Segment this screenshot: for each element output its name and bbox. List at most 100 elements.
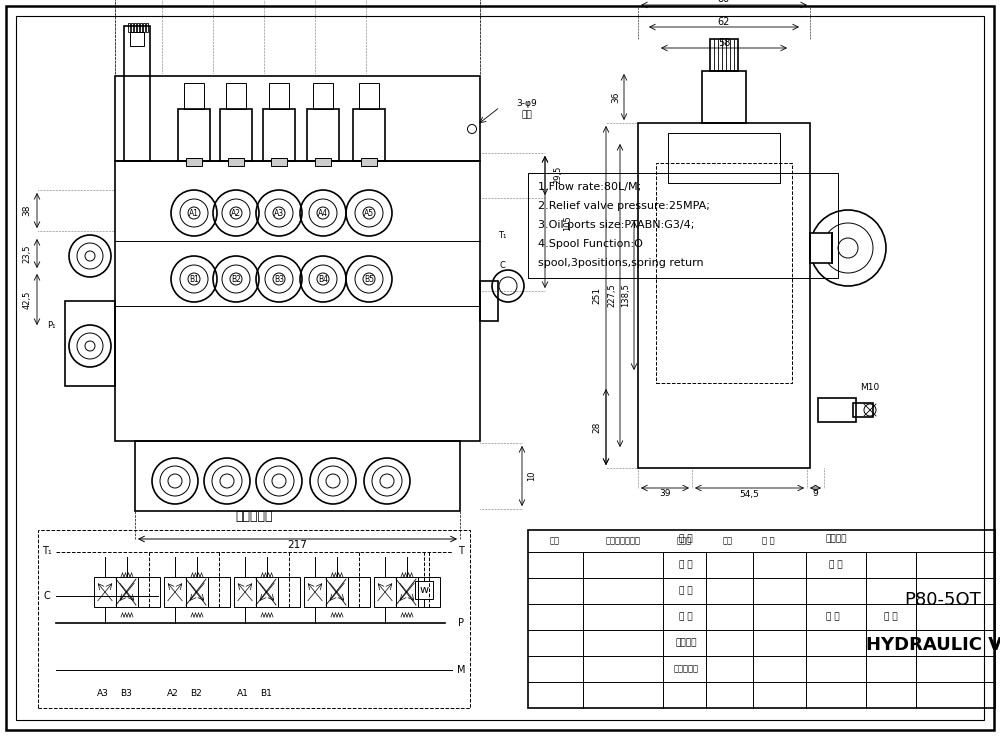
Text: T₁: T₁ [42, 546, 52, 556]
Text: B4: B4 [318, 275, 328, 283]
Bar [208, 577, 230, 607]
Bar [131, 23, 133, 32]
Bar [143, 23, 145, 32]
Bar [140, 23, 142, 32]
Text: M10: M10 [860, 383, 880, 392]
Text: P80-5OT: P80-5OT [905, 591, 981, 609]
Bar [702, 71, 746, 123]
Bar [853, 403, 873, 417]
Text: 描 图: 描 图 [679, 587, 693, 595]
Text: 标记: 标记 [550, 537, 560, 545]
Bar [186, 158, 202, 166]
Bar [115, 76, 480, 161]
Bar [313, 83, 333, 109]
Text: 58: 58 [718, 38, 730, 48]
Bar [528, 173, 838, 278]
Text: B3: B3 [274, 275, 284, 283]
Text: A3: A3 [274, 208, 284, 218]
Bar [256, 577, 278, 607]
Bar [810, 233, 832, 263]
Bar [130, 32, 144, 46]
Text: 重 量: 重 量 [829, 561, 843, 570]
Text: A1: A1 [189, 208, 199, 218]
Text: 138,5: 138,5 [622, 283, 631, 308]
Bar [38, 530, 470, 708]
Text: 第 张: 第 张 [884, 612, 898, 621]
Bar [178, 109, 210, 161]
Bar [348, 577, 370, 607]
Text: 校 对: 校 对 [679, 612, 693, 621]
Text: A2: A2 [231, 208, 241, 218]
Bar [146, 23, 148, 32]
Text: 更改人: 更改人 [676, 537, 692, 545]
Text: 80: 80 [718, 0, 730, 4]
Bar [638, 123, 810, 468]
Bar [135, 441, 460, 511]
Bar [263, 109, 295, 161]
Bar [116, 577, 138, 607]
Text: 9: 9 [812, 489, 818, 498]
Text: 日期: 日期 [723, 537, 733, 545]
Text: B5: B5 [364, 275, 374, 283]
Bar [228, 158, 244, 166]
Bar [710, 39, 738, 71]
Bar [65, 301, 115, 386]
Text: 227,5: 227,5 [608, 283, 616, 308]
Bar [656, 163, 792, 383]
Bar [396, 577, 418, 607]
Bar [307, 109, 339, 161]
Text: 通孔: 通孔 [522, 110, 532, 119]
Text: HYDRAULIC VALVE: HYDRAULIC VALVE [866, 636, 1000, 654]
Text: M: M [457, 665, 465, 675]
Bar [353, 109, 385, 161]
Text: A4: A4 [318, 208, 328, 218]
Bar [115, 161, 480, 441]
Text: 2.Relief valve pressure:25MPA;: 2.Relief valve pressure:25MPA; [538, 201, 710, 211]
Text: 105: 105 [564, 215, 572, 231]
Bar [374, 577, 396, 607]
Text: 251: 251 [592, 287, 602, 304]
Bar [137, 23, 139, 32]
Text: 3-φ9: 3-φ9 [517, 99, 537, 107]
Text: P₁: P₁ [47, 322, 55, 330]
Text: 1.Flow rate:80L/M;: 1.Flow rate:80L/M; [538, 182, 641, 192]
Bar [304, 577, 326, 607]
Bar [271, 158, 287, 166]
Bar [234, 577, 256, 607]
Text: 4.Spool Function:O: 4.Spool Function:O [538, 239, 643, 249]
Text: 标准化检查: 标准化检查 [674, 665, 698, 673]
Text: 38: 38 [22, 205, 32, 216]
Bar [226, 83, 246, 109]
Bar [134, 23, 136, 32]
Text: T₁: T₁ [498, 232, 506, 241]
Bar [361, 158, 377, 166]
Text: T: T [458, 546, 464, 556]
Bar [184, 83, 204, 109]
Text: B2: B2 [231, 275, 241, 283]
Text: 共 张: 共 张 [826, 612, 840, 621]
Text: 23,5: 23,5 [22, 245, 32, 263]
Text: 36: 36 [612, 91, 620, 103]
Text: 更改内容和依据: 更改内容和依据 [606, 537, 640, 545]
Text: 28: 28 [592, 421, 602, 433]
Text: A5: A5 [364, 208, 374, 218]
Text: A3: A3 [97, 690, 109, 698]
Bar [138, 577, 160, 607]
Bar [528, 530, 995, 708]
Text: 工艺检查: 工艺检查 [675, 639, 697, 648]
Text: B1: B1 [189, 275, 199, 283]
Bar [269, 83, 289, 109]
Bar [415, 581, 433, 599]
Text: 设 计: 设 计 [679, 534, 693, 543]
Bar [164, 577, 186, 607]
Text: A2: A2 [167, 690, 179, 698]
Bar [480, 281, 498, 321]
Text: 液压原理图: 液压原理图 [235, 509, 273, 523]
Text: 39: 39 [659, 489, 671, 498]
Text: B1: B1 [260, 690, 272, 698]
Text: 制 图: 制 图 [679, 561, 693, 570]
Bar [315, 158, 331, 166]
Text: 图样标记: 图样标记 [825, 534, 847, 543]
Text: w: w [419, 585, 429, 595]
Text: spool,3positions,spring return: spool,3positions,spring return [538, 258, 704, 268]
